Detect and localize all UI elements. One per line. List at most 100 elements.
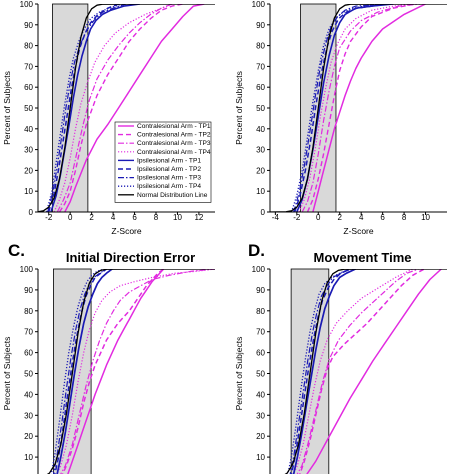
y-tick-label: 10 bbox=[24, 187, 33, 196]
y-tick-label: 70 bbox=[256, 62, 265, 71]
series-group bbox=[46, 269, 215, 474]
series-line-contra-1 bbox=[61, 269, 165, 474]
panel-4: 10 20 30 40 50 60 70 80 90 100 Percent of Subjects… bbox=[234, 241, 447, 474]
x-tick-label: -2 bbox=[45, 213, 53, 222]
y-tick-label: 50 bbox=[24, 370, 33, 379]
y-tick-label: 0 bbox=[29, 208, 34, 217]
x-tick-label: 12 bbox=[194, 213, 203, 222]
axis-lines bbox=[37, 269, 39, 474]
legend-label: Contralesional Arm - TP2 bbox=[137, 132, 211, 139]
y-axis-label: Percent of Subjects bbox=[234, 71, 244, 145]
x-tick-label: 8 bbox=[154, 213, 159, 222]
y-tick-label: 100 bbox=[20, 0, 34, 9]
y-tick-label: 50 bbox=[24, 104, 33, 113]
series-line-normal-8 bbox=[284, 269, 447, 474]
y-tick-label: 80 bbox=[24, 42, 33, 51]
legend-label: Ipsilesional Arm - TP1 bbox=[137, 157, 201, 164]
x-tick-label: 10 bbox=[173, 213, 182, 222]
series-line-contra-1 bbox=[306, 4, 415, 212]
series-group bbox=[38, 4, 215, 212]
panel-2: 0 10 20 30 40 50 60 70 80 90 100 -4 -2 0 2 4 6 8 10 Z-Score… bbox=[234, 0, 447, 236]
y-tick-label: 90 bbox=[256, 286, 265, 295]
y-tick-label: 20 bbox=[24, 166, 33, 175]
y-tick-label: 50 bbox=[256, 370, 265, 379]
series-line-contra-0 bbox=[64, 4, 205, 212]
y-tick-label: 60 bbox=[256, 83, 265, 92]
legend-label: Ipsilesional Arm - TP4 bbox=[137, 183, 201, 190]
y-tick-label: 30 bbox=[256, 411, 265, 420]
series-line-contra-3 bbox=[53, 4, 173, 212]
y-axis-label: Percent of Subjects bbox=[234, 337, 244, 411]
y-axis-label: Percent of Subjects bbox=[2, 337, 12, 411]
x-tick-label: 4 bbox=[111, 213, 116, 222]
panel-title: Movement Time bbox=[313, 250, 411, 265]
legend: Contralesional Arm - TP1 Contralesional A… bbox=[114, 121, 212, 203]
y-tick-label: 80 bbox=[24, 307, 33, 316]
x-axis-label: Z-Score bbox=[111, 226, 142, 236]
axis-lines bbox=[269, 4, 447, 213]
x-tick-label: 10 bbox=[421, 213, 430, 222]
x-tick-label: 2 bbox=[338, 213, 343, 222]
y-tick-label: 20 bbox=[256, 166, 265, 175]
series-line-ipsi-6 bbox=[52, 269, 107, 474]
x-tick-label: 4 bbox=[359, 213, 364, 222]
series-line-contra-2 bbox=[301, 4, 421, 212]
series-line-ipsi-7 bbox=[50, 269, 105, 474]
y-tick-label: 60 bbox=[24, 83, 33, 92]
y-tick-label: 10 bbox=[256, 453, 265, 462]
series-line-normal-8 bbox=[38, 4, 215, 212]
panel-letter: D. bbox=[248, 241, 265, 260]
x-tick-label: 8 bbox=[402, 213, 407, 222]
y-tick-label: 20 bbox=[24, 432, 33, 441]
y-tick-label: 40 bbox=[256, 125, 265, 134]
y-tick-label: 90 bbox=[256, 21, 265, 30]
y-tick-label: 10 bbox=[256, 187, 265, 196]
y-tick-label: 80 bbox=[256, 42, 265, 51]
x-tick-label: 0 bbox=[316, 213, 321, 222]
series-line-contra-0 bbox=[306, 269, 442, 474]
y-tick-label: 40 bbox=[256, 390, 265, 399]
y-tick-label: 10 bbox=[24, 453, 33, 462]
legend-label: Contralesional Arm - TP1 bbox=[137, 123, 211, 130]
series-line-contra-2 bbox=[56, 4, 173, 212]
series-line-ipsi-4 bbox=[292, 269, 356, 474]
series-group bbox=[284, 269, 447, 474]
series-line-ipsi-6 bbox=[47, 4, 127, 212]
y-tick-label: 60 bbox=[24, 349, 33, 358]
series-line-normal-8 bbox=[270, 4, 447, 212]
series-line-contra-1 bbox=[299, 269, 425, 474]
series-line-contra-1 bbox=[58, 4, 183, 212]
x-tick-label: 0 bbox=[68, 213, 73, 222]
y-axis-label: Percent of Subjects bbox=[2, 71, 12, 145]
y-tick-label: 60 bbox=[256, 349, 265, 358]
axis-lines bbox=[269, 269, 271, 474]
y-tick-label: 80 bbox=[256, 307, 265, 316]
series-line-contra-3 bbox=[56, 269, 215, 474]
y-tick-label: 40 bbox=[24, 125, 33, 134]
y-tick-label: 100 bbox=[252, 265, 266, 274]
series-line-ipsi-7 bbox=[290, 4, 389, 212]
y-tick-label: 100 bbox=[20, 265, 34, 274]
panel-3: 10 20 30 40 50 60 70 80 90 100 Percent of Subjects… bbox=[2, 241, 215, 474]
y-tick-label: 40 bbox=[24, 390, 33, 399]
y-tick-label: 30 bbox=[24, 411, 33, 420]
series-line-contra-0 bbox=[312, 4, 426, 212]
series-line-ipsi-7 bbox=[45, 4, 122, 212]
y-tick-label: 100 bbox=[252, 0, 266, 9]
legend-label: Ipsilesional Arm - TP2 bbox=[137, 166, 201, 173]
x-tick-label: 6 bbox=[380, 213, 385, 222]
y-tick-label: 0 bbox=[261, 208, 266, 217]
panel-title: Initial Direction Error bbox=[66, 250, 195, 265]
legend-box bbox=[114, 121, 212, 203]
series-line-contra-2 bbox=[296, 269, 419, 474]
series-group bbox=[270, 4, 447, 212]
legend-label: Contralesional Arm - TP3 bbox=[137, 140, 211, 147]
series-line-contra-0 bbox=[67, 269, 165, 474]
y-tick-label: 30 bbox=[24, 146, 33, 155]
x-tick-label: 2 bbox=[89, 213, 94, 222]
x-tick-label: -4 bbox=[272, 213, 280, 222]
y-tick-label: 70 bbox=[256, 328, 265, 337]
y-tick-label: 90 bbox=[24, 21, 33, 30]
x-tick-label: 6 bbox=[132, 213, 137, 222]
